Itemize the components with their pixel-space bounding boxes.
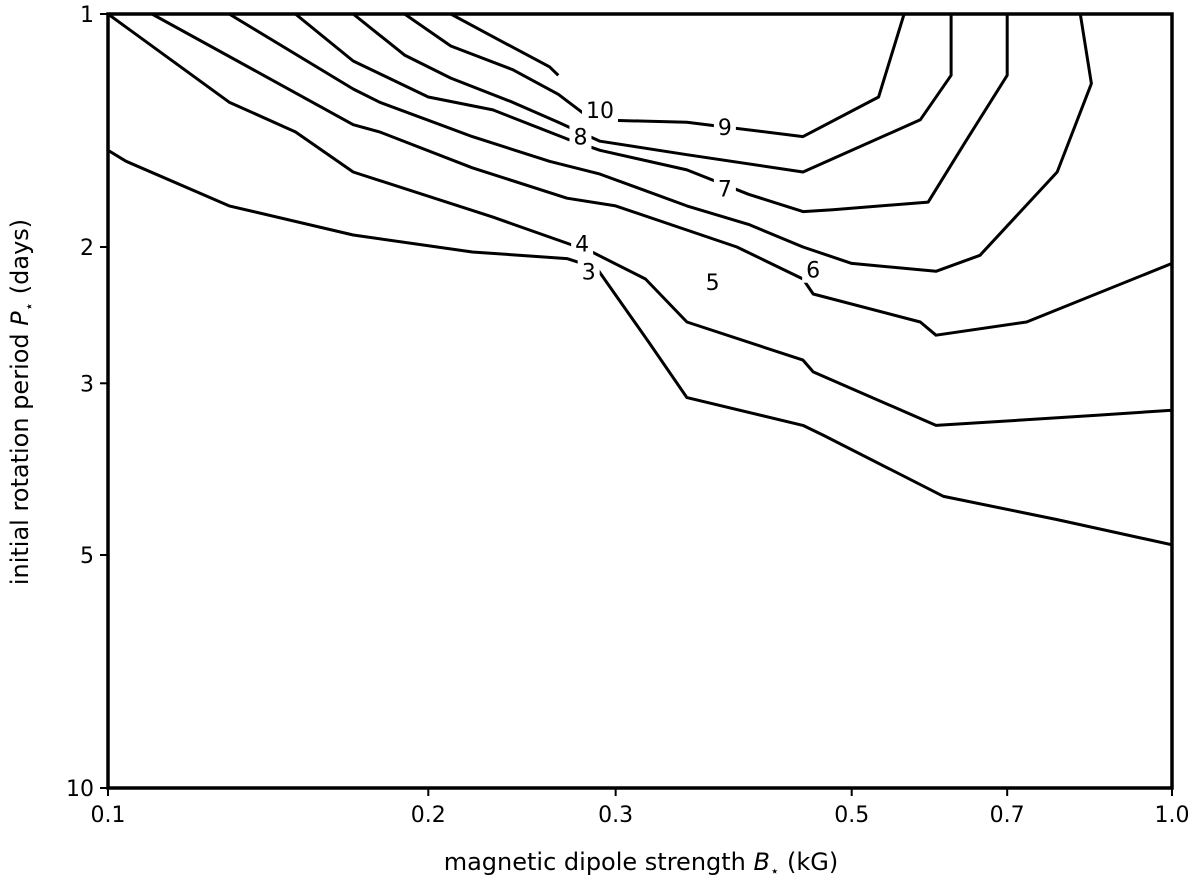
contour-label-gap-5 xyxy=(701,269,724,296)
contour-label-gap-4 xyxy=(571,230,594,257)
x-tick-label: 1.0 xyxy=(1155,803,1190,828)
contour-line-8 xyxy=(352,14,953,174)
contour-label-4: 4 xyxy=(575,233,589,258)
contour-label-5: 5 xyxy=(706,271,720,296)
contour-label-gap-9 xyxy=(713,114,736,141)
contour-label-gap-10 xyxy=(581,96,618,123)
contour-label-gap-3 xyxy=(577,258,600,285)
contour-labels: 34 5 6 7 8 9 10 xyxy=(569,96,825,296)
x-axis-ticks: 0.1 0.2 0.3 0.5 0.7 1.0 xyxy=(91,788,1190,828)
contour-line-3 xyxy=(108,149,1172,547)
contour-label-gap-7 xyxy=(713,175,736,202)
contour-line-7 xyxy=(294,14,1009,214)
contour-label-9: 9 xyxy=(718,116,732,141)
x-tick-label: 0.2 xyxy=(411,803,446,828)
contour-line-9 xyxy=(403,14,906,139)
x-tick-label: 0.1 xyxy=(91,803,126,828)
x-tick-label: 0.5 xyxy=(834,803,869,828)
contour-lines xyxy=(108,14,1172,547)
contour-line-4 xyxy=(108,14,1172,427)
y-tick-label: 5 xyxy=(80,544,94,569)
contour-label-7: 7 xyxy=(718,177,732,202)
y-tick-label: 10 xyxy=(66,777,94,802)
y-tick-label: 2 xyxy=(80,236,94,261)
contour-line-10 xyxy=(450,14,560,77)
contour-label-3: 3 xyxy=(582,260,596,285)
x-tick-label: 0.3 xyxy=(598,803,633,828)
contour-line-5 xyxy=(151,14,1172,337)
contour-label-10: 10 xyxy=(586,99,614,124)
contour-label-6: 6 xyxy=(806,259,820,284)
contour-label-8: 8 xyxy=(573,126,587,151)
y-axis-label: initial rotation period P⋆ (days) xyxy=(6,219,38,585)
x-axis-label: magnetic dipole strength B⋆ (kG) xyxy=(444,848,839,880)
contour-label-gap-6 xyxy=(802,256,825,283)
y-tick-label: 1 xyxy=(80,3,94,28)
contour-line-6 xyxy=(228,14,1093,273)
plot-frame xyxy=(106,12,1174,790)
x-tick-label: 0.7 xyxy=(990,803,1025,828)
contour-label-gap-8 xyxy=(569,123,592,150)
y-tick-label: 3 xyxy=(80,372,94,397)
y-axis-ticks: 1 2 3 5 10 xyxy=(66,3,108,802)
